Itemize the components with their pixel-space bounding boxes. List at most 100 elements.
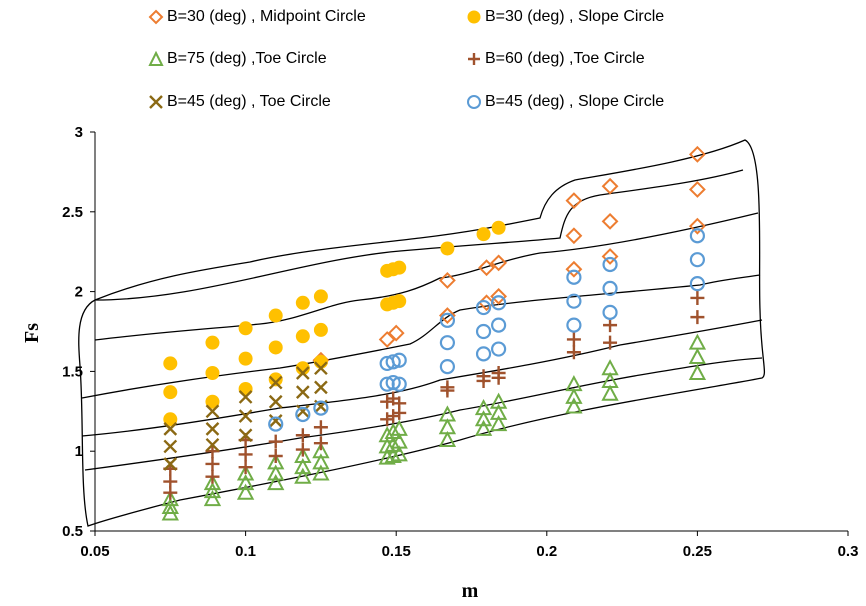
data-point (236, 474, 255, 491)
data-point (238, 409, 253, 423)
data-point (203, 474, 222, 491)
data-point (380, 394, 395, 409)
data-point (489, 392, 508, 409)
data-point (314, 361, 328, 376)
data-point (312, 453, 330, 470)
data-point (163, 412, 178, 427)
data-point (603, 318, 618, 333)
series-0 (312, 145, 706, 369)
series-3 (163, 290, 705, 500)
data-point (163, 385, 178, 400)
data-point (267, 464, 285, 481)
data-point (312, 442, 330, 459)
data-point (378, 437, 396, 454)
data-point (384, 422, 402, 440)
data-point (203, 489, 222, 507)
data-point (601, 212, 619, 230)
data-point (688, 181, 706, 198)
data-point (390, 445, 408, 462)
series-4 (163, 361, 328, 471)
data-point (688, 217, 706, 235)
data-point (491, 220, 506, 235)
data-point (474, 410, 493, 427)
data-point (378, 331, 396, 348)
boundary-curve-2 (94, 212, 759, 341)
data-point (566, 269, 582, 285)
data-point (438, 430, 457, 448)
data-point (295, 366, 310, 380)
data-point (203, 481, 222, 499)
data-point (205, 404, 220, 419)
x-tick-label: 0.05 (80, 543, 109, 560)
series-5 (268, 228, 706, 432)
data-point (476, 369, 491, 384)
data-point (163, 422, 178, 436)
data-point (601, 359, 619, 376)
legend-item-4: B=45 (deg) , Toe Circle (148, 93, 331, 111)
legend-item-2: B=75 (deg) ,Toe Circle (148, 50, 327, 68)
data-point (566, 293, 582, 309)
data-point (601, 177, 619, 195)
data-point (440, 380, 455, 395)
legend-marker-plus-icon (468, 53, 480, 65)
data-point (313, 436, 328, 451)
data-point (565, 397, 583, 414)
data-point (601, 384, 619, 401)
data-point (313, 322, 328, 337)
data-point (690, 310, 705, 325)
data-point (238, 351, 253, 366)
data-point (602, 256, 618, 273)
data-point (268, 375, 283, 390)
legend-marker-filled-circle-icon (467, 10, 481, 24)
data-point (238, 460, 253, 475)
data-point (161, 497, 179, 515)
y-axis-title: Fs (21, 323, 43, 343)
data-point (238, 381, 253, 396)
data-point (295, 406, 311, 423)
data-point (378, 448, 396, 465)
data-point (163, 474, 178, 489)
data-point (391, 376, 407, 392)
data-point (438, 418, 457, 435)
legend-marker-open-circle-icon (467, 95, 481, 109)
data-point (268, 416, 284, 432)
data-point (490, 254, 508, 272)
data-point (438, 307, 456, 324)
data-point (205, 335, 220, 350)
data-point (236, 464, 255, 481)
data-point (295, 361, 310, 376)
data-point (295, 385, 310, 399)
data-points (161, 145, 707, 521)
data-point (384, 435, 402, 452)
data-point (475, 323, 492, 340)
legend-item-3: B=60 (deg) ,Toe Circle (466, 50, 645, 68)
boundary-curve-1 (94, 169, 744, 301)
data-point (238, 321, 253, 336)
data-point (205, 456, 220, 471)
data-point (295, 428, 310, 443)
legend-label: B=30 (deg) , Slope Circle (485, 8, 665, 25)
data-point (438, 272, 456, 289)
data-point (268, 372, 283, 387)
data-point (238, 390, 253, 404)
data-point (566, 317, 582, 333)
data-point (475, 346, 492, 362)
boundary-outlines (78, 139, 766, 527)
data-point (163, 457, 178, 471)
legend-label: B=75 (deg) ,Toe Circle (167, 50, 327, 67)
data-point (295, 295, 310, 310)
data-point (438, 405, 457, 422)
data-point (313, 289, 328, 304)
y-tick-label: 3 (75, 124, 83, 141)
data-point (566, 332, 581, 347)
data-point (690, 290, 705, 305)
data-point (268, 394, 283, 409)
data-point (565, 387, 583, 404)
data-point (566, 345, 581, 360)
data-point (601, 371, 619, 388)
data-point (387, 324, 405, 342)
data-point (392, 260, 407, 275)
data-point (313, 420, 328, 435)
y-tick-label: 0.5 (62, 523, 83, 540)
